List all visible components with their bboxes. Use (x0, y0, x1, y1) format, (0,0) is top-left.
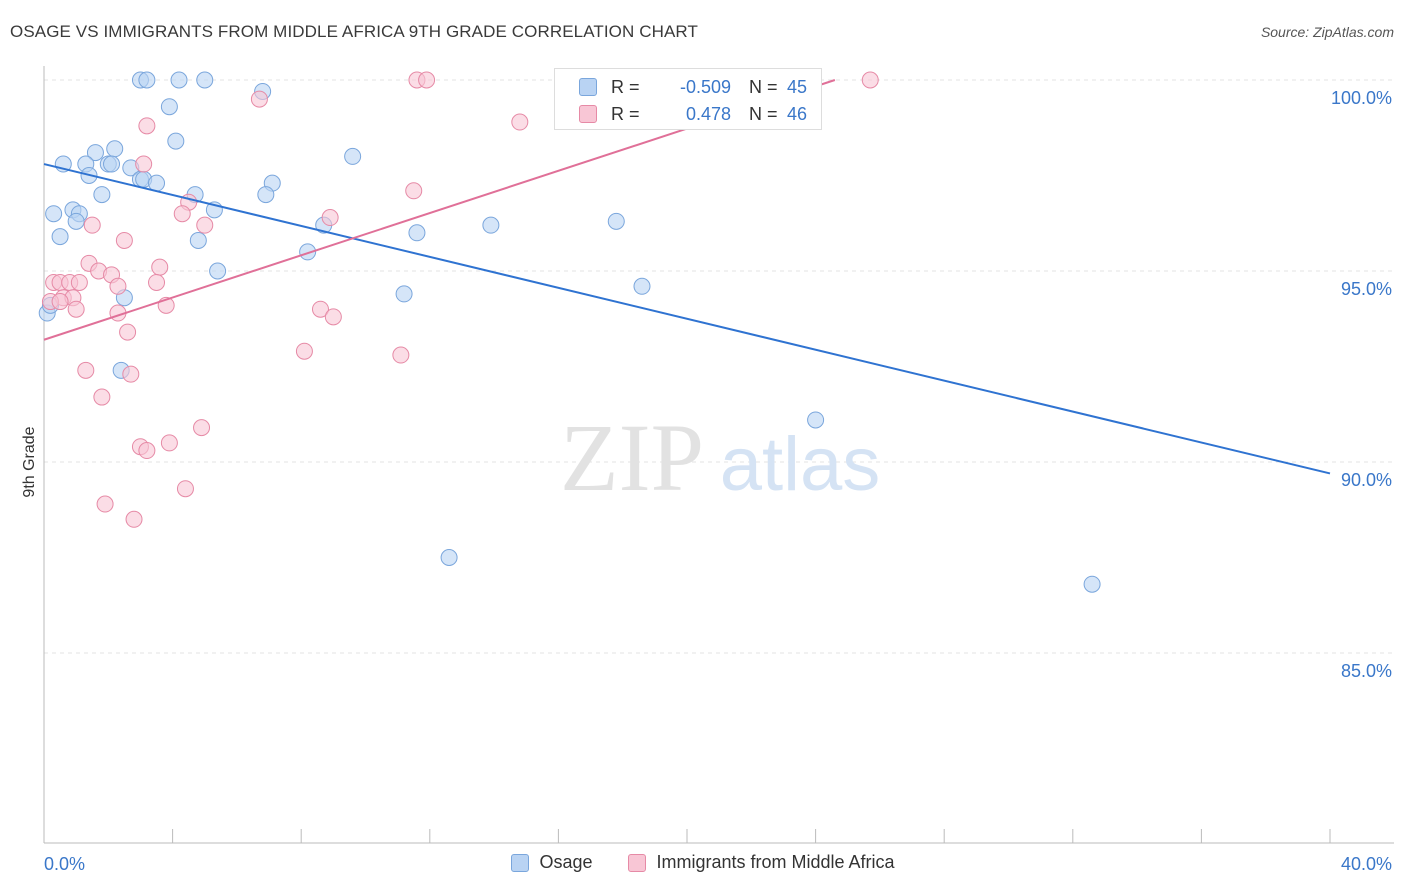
osage-point (51, 228, 69, 246)
immigrants-point (196, 216, 214, 234)
osage-point (160, 98, 178, 116)
immigrants-point (83, 216, 101, 234)
bottom-legend: Osage Immigrants from Middle Africa (0, 852, 1406, 873)
y-tick-label: 85.0% (1341, 661, 1392, 681)
osage-point (257, 186, 275, 204)
y-axis-title: 9th Grade (21, 426, 38, 497)
grid-lines (44, 79, 1394, 654)
osage-point (189, 231, 207, 249)
osage-point (440, 549, 458, 566)
legend-swatch-osage (511, 853, 530, 872)
immigrants-point (861, 71, 879, 89)
immigrants-point (321, 209, 339, 227)
osage-point (209, 262, 227, 280)
osage-r-label: R = (611, 76, 640, 97)
immigrants-point (67, 300, 85, 318)
y-tick-label: 95.0% (1341, 279, 1392, 299)
data-points (38, 71, 1101, 593)
immigrants-point (96, 495, 114, 513)
immigrants-point (138, 117, 156, 135)
legend-item-immigrants[interactable]: Immigrants from Middle Africa (628, 852, 895, 873)
immigrants-point (70, 273, 88, 291)
immigrants-point (119, 323, 137, 341)
legend-swatch-immigrants (628, 853, 647, 872)
osage-point (607, 212, 625, 230)
immigrants-point (115, 231, 133, 249)
legend-label-immigrants: Immigrants from Middle Africa (656, 852, 895, 872)
immigrants-r-value: 0.478 (685, 103, 731, 124)
osage-point (395, 285, 413, 303)
immigrants-point (93, 388, 111, 406)
watermark-zip: ZIP (560, 404, 704, 511)
osage-point (344, 147, 362, 165)
osage-n-label: N = (749, 76, 778, 97)
osage-point (45, 205, 63, 223)
x-tick-label-end: 40.0% (1341, 854, 1392, 874)
immigrants-point (173, 205, 191, 223)
osage-point (106, 140, 124, 158)
osage-point (633, 277, 651, 295)
immigrants-point (77, 361, 95, 379)
legend-item-osage[interactable]: Osage (511, 852, 592, 873)
osage-point (299, 243, 317, 261)
osage-point (482, 216, 500, 234)
immigrants-n-value: 46 (787, 103, 808, 124)
stats-row-immigrants: R = 0.478 N = 46 (579, 102, 807, 126)
legend-label-osage: Osage (539, 852, 593, 872)
immigrants-point (405, 182, 423, 200)
osage-point (807, 411, 825, 429)
watermark-atlas: atlas (720, 422, 881, 507)
osage-point (1083, 575, 1101, 593)
immigrants-point (176, 480, 194, 498)
immigrants-point (138, 442, 156, 460)
osage-point (67, 212, 85, 230)
immigrants-point (511, 113, 529, 131)
osage-point (103, 155, 121, 173)
stats-legend-box: R = -0.509 N = 45 R = 0.478 N = 46 (554, 68, 822, 130)
osage-point (196, 71, 214, 89)
immigrants-point (324, 308, 342, 326)
osage-r-value: -0.509 (679, 76, 731, 97)
osage-point (93, 186, 111, 204)
axis-labels: 85.0% 90.0% 95.0% 100.0% 0.0% 40.0% 9th Grade (21, 88, 1392, 874)
immigrants-point (250, 90, 268, 108)
osage-n-value: 45 (787, 76, 808, 97)
immigrants-swatch (579, 105, 597, 123)
osage-point (167, 132, 185, 150)
osage-swatch (579, 78, 597, 96)
immigrants-point (392, 346, 410, 364)
immigrants-point (160, 434, 178, 452)
immigrants-point (122, 365, 140, 383)
immigrants-point (193, 419, 211, 437)
immigrants-point (135, 155, 153, 173)
immigrants-n-label: N = (749, 103, 778, 124)
immigrants-r-label: R = (611, 103, 640, 124)
immigrants-point (418, 71, 436, 89)
immigrants-point (151, 258, 169, 276)
osage-point (138, 71, 156, 89)
immigrants-point (295, 342, 313, 360)
y-tick-label: 100.0% (1331, 88, 1392, 108)
x-tick-label-start: 0.0% (44, 854, 85, 874)
immigrants-point (109, 277, 127, 295)
osage-point (408, 224, 426, 242)
source-label: Source: ZipAtlas.com (1260, 24, 1394, 40)
stats-row-osage: R = -0.509 N = 45 (579, 75, 807, 99)
immigrants-point (125, 510, 143, 528)
osage-point (86, 144, 104, 162)
chart-title: OSAGE VS IMMIGRANTS FROM MIDDLE AFRICA 9… (10, 22, 698, 41)
watermark: ZIP atlas (560, 404, 880, 511)
immigrants-point (148, 273, 166, 291)
axes (43, 66, 1394, 844)
osage-trend-line (43, 163, 1331, 475)
y-tick-label: 90.0% (1341, 470, 1392, 490)
osage-point (170, 71, 188, 89)
immigrants-point (51, 293, 69, 311)
immigrants-point (311, 300, 329, 318)
